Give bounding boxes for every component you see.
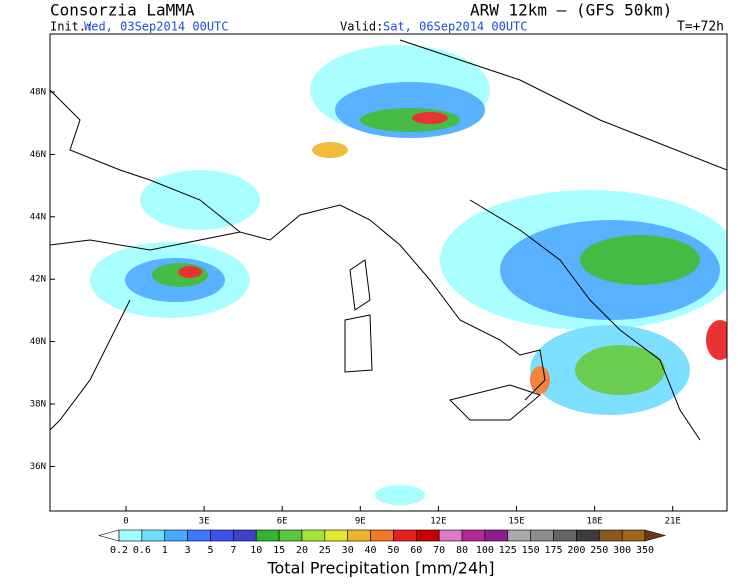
colorbar-box xyxy=(530,529,554,542)
colorbar-box xyxy=(255,529,280,542)
colorbar-level: 60 xyxy=(410,545,422,556)
lat-label: 48N xyxy=(30,88,46,98)
lat-label: 40N xyxy=(30,337,46,347)
map-area xyxy=(49,33,728,512)
colorbar-box xyxy=(507,529,531,542)
colorbar-box xyxy=(416,529,440,542)
valid-label: Valid: xyxy=(340,20,383,34)
colorbar-level: 80 xyxy=(456,545,468,556)
colorbar-level: 30 xyxy=(342,545,354,556)
colorbar-box xyxy=(233,529,257,542)
colorbar-level: 200 xyxy=(567,545,585,556)
colorbar-level: 0.2 xyxy=(110,545,128,556)
colorbar-box xyxy=(210,529,234,542)
lon-label: 3E xyxy=(199,517,210,527)
lat-label: 36N xyxy=(30,462,46,472)
colorbar-box xyxy=(347,529,371,542)
colorbar-box xyxy=(438,529,463,542)
colorbar-level: 100 xyxy=(476,545,494,556)
colorbar-level: 350 xyxy=(636,545,654,556)
colorbar-box xyxy=(278,529,303,542)
lon-label: 12E xyxy=(430,517,446,527)
colorbar-level: 40 xyxy=(365,545,377,556)
colorbar-triangle xyxy=(97,529,120,542)
colorbar-box xyxy=(484,529,509,542)
colorbar-level: 5 xyxy=(207,545,213,556)
lon-label: 6E xyxy=(277,517,288,527)
colorbar-box xyxy=(370,529,394,542)
model: ARW 12km – (GFS 50km) xyxy=(470,1,672,20)
precip-field xyxy=(90,45,727,505)
colorbar-box xyxy=(598,529,623,542)
lat-label: 46N xyxy=(30,150,46,160)
colorbar-level: 125 xyxy=(499,545,517,556)
colorbar-level: 15 xyxy=(273,545,285,556)
colorbar-box xyxy=(553,529,577,542)
colorbar-triangle xyxy=(644,529,667,542)
colorbar-level: 150 xyxy=(522,545,540,556)
colorbar-level: 3 xyxy=(185,545,191,556)
colorbar-box xyxy=(393,529,417,542)
colorbar-level: 70 xyxy=(433,545,445,556)
colorbar-box xyxy=(301,529,326,542)
colorbar-level: 20 xyxy=(296,545,308,556)
init-label: Init.: xyxy=(50,20,93,34)
colorbar-level: 50 xyxy=(387,545,399,556)
colorbar-level: 1 xyxy=(162,545,168,556)
colorbar-level: 250 xyxy=(590,545,608,556)
lat-axis: 48N 46N 44N 42N 40N 38N 36N xyxy=(30,88,55,472)
colorbar-level: 300 xyxy=(613,545,631,556)
colorbar: 0.2 0.6 1 3 5 7 10 15 20 25 30 40 50 60 70 80 100 125 150 1… xyxy=(97,529,667,556)
colorbar-level: 7 xyxy=(230,545,236,556)
lat-label: 42N xyxy=(30,275,46,285)
title: Consorzia LaMMA xyxy=(50,1,195,20)
lat-label: 44N xyxy=(30,212,46,222)
lead-time: T=+72h xyxy=(677,20,724,35)
valid-time: Sat, 06Sep2014 00UTC xyxy=(383,20,528,34)
colorbar-box xyxy=(461,529,486,542)
lon-label: 9E xyxy=(355,517,366,527)
lon-label: 0 xyxy=(123,517,128,527)
colorbar-box xyxy=(621,529,646,542)
init-time: Wed, 03Sep2014 00UTC xyxy=(84,20,229,34)
colorbar-box xyxy=(324,529,348,542)
colorbar-box xyxy=(187,529,211,542)
colorbar-title: Total Precipitation [mm/24h] xyxy=(266,559,494,578)
lat-label: 38N xyxy=(30,400,46,410)
colorbar-box xyxy=(118,529,143,542)
colorbar-box xyxy=(141,529,166,542)
lon-label: 21E xyxy=(665,517,681,527)
lon-label: 18E xyxy=(586,517,602,527)
lon-label: 15E xyxy=(508,517,524,527)
colorbar-level: 25 xyxy=(319,545,331,556)
colorbar-level: 0.6 xyxy=(133,545,151,556)
colorbar-level: 10 xyxy=(250,545,262,556)
lon-axis: 0 3E 6E 9E 12E 15E 18E 21E xyxy=(123,506,681,527)
colorbar-box xyxy=(164,529,188,542)
map-frame xyxy=(49,33,728,512)
coastlines xyxy=(50,39,727,441)
colorbar-level: 175 xyxy=(544,545,562,556)
colorbar-box xyxy=(576,529,600,542)
